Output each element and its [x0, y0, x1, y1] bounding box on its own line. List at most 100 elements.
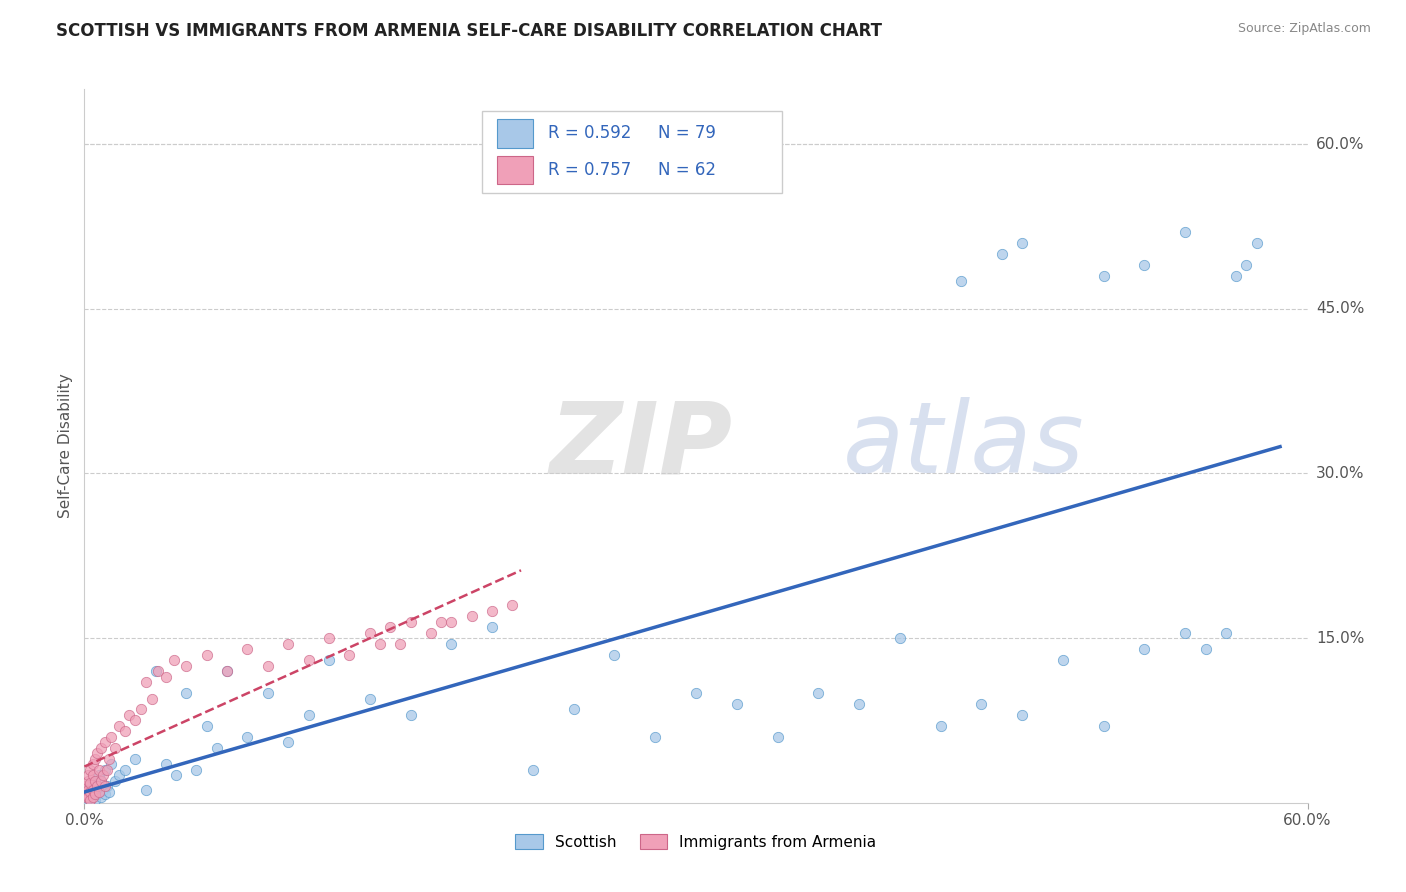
Point — [104, 740, 127, 755]
Point — [217, 664, 239, 678]
Point — [1174, 625, 1197, 640]
Text: R = 0.757: R = 0.757 — [548, 161, 631, 178]
Point — [82, 768, 104, 782]
Point — [1052, 653, 1074, 667]
Point — [502, 598, 524, 612]
Point — [90, 790, 112, 805]
Point — [389, 637, 412, 651]
Point — [75, 790, 97, 805]
Point — [970, 697, 993, 711]
Point — [430, 615, 453, 629]
Y-axis label: Self-Care Disability: Self-Care Disability — [58, 374, 73, 518]
Point — [141, 691, 163, 706]
Point — [75, 785, 97, 799]
Point — [1215, 625, 1237, 640]
Point — [359, 625, 381, 640]
Point — [100, 730, 122, 744]
Point — [83, 752, 105, 766]
Point — [124, 752, 146, 766]
Point — [86, 747, 108, 761]
Point — [236, 642, 259, 657]
Point — [93, 763, 115, 777]
Bar — [482, 111, 782, 193]
Point — [186, 763, 208, 777]
Point — [440, 637, 463, 651]
Point — [298, 708, 321, 723]
Text: atlas: atlas — [842, 398, 1084, 494]
Point — [86, 780, 108, 794]
Text: Source: ZipAtlas.com: Source: ZipAtlas.com — [1237, 22, 1371, 36]
Point — [950, 274, 973, 288]
Point — [1174, 225, 1197, 239]
Point — [766, 730, 789, 744]
Point — [79, 763, 101, 777]
Point — [77, 782, 100, 797]
Point — [87, 785, 110, 799]
Point — [79, 785, 101, 799]
Point — [1195, 642, 1218, 657]
Point — [86, 780, 108, 794]
Point — [75, 780, 97, 794]
Point — [318, 631, 340, 645]
Point — [97, 752, 120, 766]
Point — [90, 773, 112, 788]
Point — [399, 708, 422, 723]
Point — [236, 730, 259, 744]
Text: 30.0%: 30.0% — [1316, 466, 1364, 481]
Point — [155, 669, 177, 683]
Point — [481, 620, 503, 634]
Point — [75, 790, 97, 805]
Point — [146, 664, 169, 678]
Bar — [496, 119, 533, 147]
Point — [1133, 258, 1156, 272]
Text: N = 79: N = 79 — [658, 124, 716, 142]
Point — [75, 787, 97, 801]
Point — [83, 787, 105, 801]
Point — [114, 763, 136, 777]
Point — [135, 782, 157, 797]
Point — [257, 658, 280, 673]
Point — [131, 702, 153, 716]
Point — [174, 686, 197, 700]
Text: SCOTTISH VS IMMIGRANTS FROM ARMENIA SELF-CARE DISABILITY CORRELATION CHART: SCOTTISH VS IMMIGRANTS FROM ARMENIA SELF… — [56, 22, 882, 40]
Bar — [496, 156, 533, 185]
Point — [380, 620, 402, 634]
Point — [90, 773, 112, 788]
Point — [83, 782, 105, 797]
Point — [368, 637, 391, 651]
Point — [277, 637, 299, 651]
Point — [155, 757, 177, 772]
Point — [87, 768, 110, 782]
Point — [118, 708, 141, 723]
Text: ZIP: ZIP — [550, 398, 733, 494]
Point — [461, 609, 484, 624]
Point — [93, 780, 115, 794]
Point — [79, 792, 101, 806]
Point — [82, 788, 104, 802]
Point — [1011, 235, 1033, 250]
Point — [91, 782, 114, 797]
Point — [163, 653, 186, 667]
Point — [93, 787, 115, 801]
Point — [77, 773, 100, 788]
Point — [91, 768, 114, 782]
Point — [195, 648, 218, 662]
Point — [522, 763, 544, 777]
Point — [420, 625, 443, 640]
Point — [1011, 708, 1033, 723]
Point — [807, 686, 830, 700]
Point — [83, 792, 105, 806]
Point — [298, 653, 321, 667]
Point — [79, 792, 101, 806]
Point — [83, 773, 105, 788]
Point — [562, 702, 585, 716]
Point — [257, 686, 280, 700]
Point — [440, 615, 463, 629]
Point — [205, 740, 228, 755]
Point — [77, 791, 100, 805]
Point — [848, 697, 870, 711]
Point — [77, 785, 100, 799]
Point — [90, 740, 112, 755]
Point — [277, 735, 299, 749]
Text: 15.0%: 15.0% — [1316, 631, 1364, 646]
